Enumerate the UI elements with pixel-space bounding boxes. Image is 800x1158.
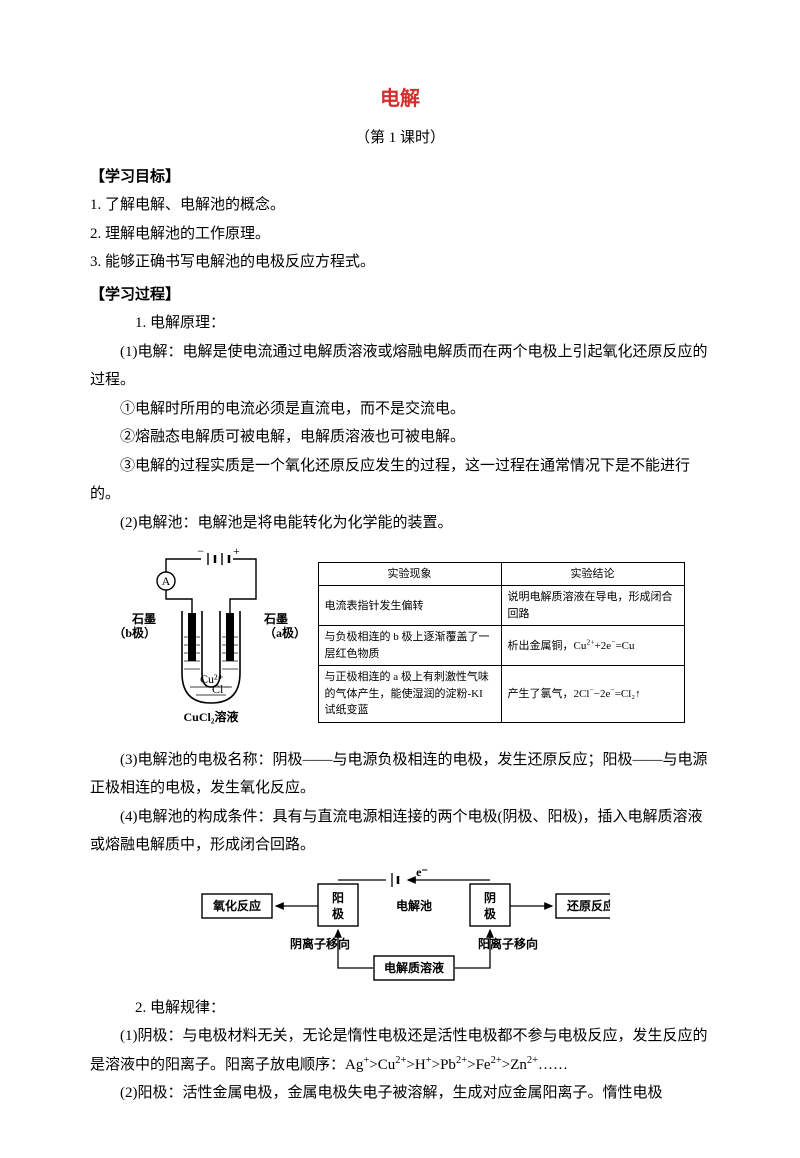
solution-label: CuCl₂溶液 xyxy=(183,709,238,724)
cl-ion-label: Cl⁻ xyxy=(212,682,230,696)
solution-box: 电解质溶液 xyxy=(384,960,444,975)
cation-label: 阳离子移向 xyxy=(478,936,538,951)
goal-3: 3. 能够正确书写电解池的电极反应方程式。 xyxy=(90,248,710,277)
reduce-box: 还原反应 xyxy=(566,898,610,913)
page-subtitle: （第 1 课时） xyxy=(90,124,710,153)
oxid-box: 氧化反应 xyxy=(212,898,261,913)
svg-text:阳: 阳 xyxy=(332,890,344,905)
svg-text:阴: 阴 xyxy=(484,890,496,905)
cathode-rule: (1)阴极：与电极材料无关，无论是惰性电极还是活性电极都不参与电极反应，发生反应… xyxy=(90,1022,710,1079)
def-electrolysis: (1)电解：电解是使电流通过电解质溶液或熔融电解质而在两个电极上引起氧化还原反应… xyxy=(90,338,710,395)
left-elec-l2: （b极） xyxy=(116,625,156,640)
figure-row: A − + xyxy=(90,547,710,738)
r1c2: 说明电解质溶液在导电，形成闭合回路 xyxy=(501,586,684,626)
r2c1: 与负极相连的 b 极上逐渐覆盖了一层红色物质 xyxy=(318,626,501,666)
section-goals-head: 【学习目标】 xyxy=(90,163,710,192)
goal-2: 2. 理解电解池的工作原理。 xyxy=(90,220,710,249)
page: 电解 （第 1 课时） 【学习目标】 1. 了解电解、电解池的概念。 2. 理解… xyxy=(0,0,800,1158)
battery-minus: − xyxy=(197,547,204,558)
svg-text:极: 极 xyxy=(484,906,497,921)
principle-head: 1. 电解原理： xyxy=(90,309,710,338)
section-process-head: 【学习过程】 xyxy=(90,281,710,310)
anode-rule: (2)阳极：活性金属电极，金属电极失电子被溶解，生成对应金属阳离子。惰性电极 xyxy=(90,1079,710,1108)
page-title: 电解 xyxy=(90,80,710,118)
r2c2: 析出金属铜，Cu2++2e−=Cu xyxy=(501,626,684,666)
r3c2: 产生了氯气，2Cl−−2e−=Cl₂↑ xyxy=(501,666,684,723)
anion-label: 阴离子移向 xyxy=(290,936,350,951)
note-1: ①电解时所用的电流必须是直流电，而不是交流电。 xyxy=(90,395,710,424)
r3c1: 与正极相连的 a 极上有刺激性气味的气体产生，能使湿润的淀粉-KI 试纸变蓝 xyxy=(318,666,501,723)
ammeter-label: A xyxy=(161,574,170,588)
observation-table: 实验现象 实验结论 电流表指针发生偏转 说明电解质溶液在导电，形成闭合回路 与负… xyxy=(318,562,685,723)
cell-label: 电解池 xyxy=(396,898,432,913)
electron-label: e⁻ xyxy=(416,868,428,879)
cell-conditions: (4)电解池的构成条件：具有与直流电源相连接的两个电极(阴极、阳极)，插入电解质… xyxy=(90,803,710,860)
flow-diagram: e⁻ 氧化反应 阳 极 电解池 阴 极 还原反应 电解质溶液 阴离子移向 阳离子… xyxy=(90,868,710,988)
left-elec-l1: 石墨 xyxy=(130,612,155,626)
note-3: ③电解的过程实质是一个氧化还原反应发生的过程，这一过程在通常情况下是不能进行的。 xyxy=(90,452,710,509)
svg-text:极: 极 xyxy=(332,906,345,921)
right-elec-l1: 石墨 xyxy=(263,612,288,626)
battery-plus: + xyxy=(233,547,240,558)
th-conclusion: 实验结论 xyxy=(501,562,684,586)
electrolysis-diagram: A − + xyxy=(116,547,306,738)
right-elec-l2: （a极） xyxy=(264,625,306,640)
note-2: ②熔融态电解质可被电解，电解质溶液也可被电解。 xyxy=(90,423,710,452)
goal-1: 1. 了解电解、电解池的概念。 xyxy=(90,191,710,220)
electrode-names: (3)电解池的电极名称：阴极——与电源负极相连的电极，发生还原反应；阳极——与电… xyxy=(90,746,710,803)
r1c1: 电流表指针发生偏转 xyxy=(318,586,501,626)
rules-head: 2. 电解规律： xyxy=(90,994,710,1023)
def-cell: (2)电解池：电解池是将电能转化为化学能的装置。 xyxy=(90,509,710,538)
th-phenomenon: 实验现象 xyxy=(318,562,501,586)
